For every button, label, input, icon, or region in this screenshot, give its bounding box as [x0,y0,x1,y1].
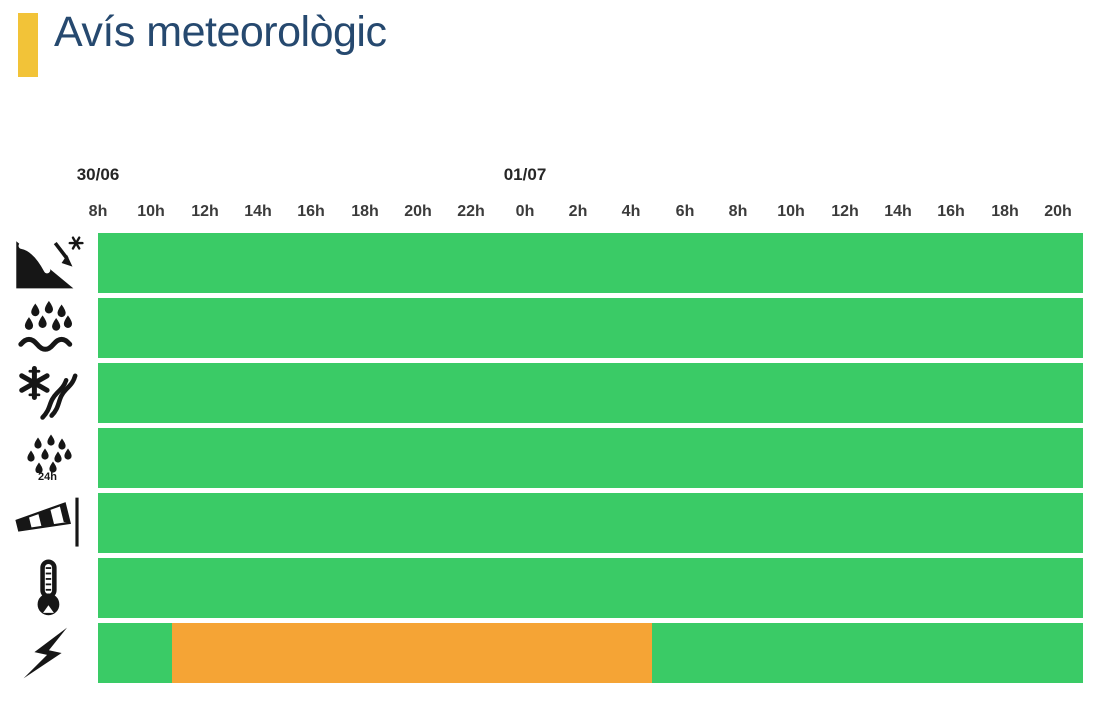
hour-tick: 14h [244,203,272,220]
hour-tick: 8h [88,203,108,220]
date-label-day2: 01/07 [503,165,547,184]
hazard-row-wind [0,493,1083,553]
hazard-row-avalanches [0,233,1083,293]
hour-tick: 0h [515,203,535,220]
hazard-row-thunderstorms [0,623,1083,683]
hazard-icon-cell [0,558,95,618]
hour-tick: 16h [297,203,325,220]
hazard-row-snow [0,363,1083,423]
track-thunderstorms [98,623,1083,683]
hour-tick: 22h [457,203,485,220]
hour-tick: 8h [728,203,748,220]
hour-tick: 16h [937,203,965,220]
track-wind [98,493,1083,553]
hour-tick: 2h [568,203,588,220]
hour-tick: 12h [831,203,859,220]
hour-tick: 10h [777,203,805,220]
hour-tick: 20h [1044,203,1072,220]
hazard-icon-cell [0,623,95,683]
page-title: Avís meteorològic [54,8,387,56]
hour-tick: 4h [621,203,641,220]
date-label-day1: 30/06 [76,165,120,184]
time-axis: 30/06 01/07 8h 10h 12h 14h 16h 18h 20h 2… [77,0,1083,233]
track-avalanches [98,233,1083,293]
rain-24h-icon [26,434,72,473]
avalanche-icon [15,236,84,289]
hazard-icon-cell [0,363,95,423]
hazard-row-intense-rain [0,298,1083,358]
thermometer-icon [37,559,59,616]
title-accent-bar [18,13,38,77]
heavy-rain-sea-icon [17,300,72,352]
hour-tick: 18h [991,203,1019,220]
hour-tick: 18h [351,203,379,220]
track-rain-24h [98,428,1083,488]
track-temperature [98,558,1083,618]
lightning-icon [23,627,67,679]
hazard-icon-cell [0,233,95,293]
track-snow [98,363,1083,423]
hazard-row-temperature [0,558,1083,618]
windsock-icon [14,497,79,547]
orange-warning-segment [171,623,652,683]
hour-tick: 6h [675,203,695,220]
snow-wind-icon [18,366,77,420]
rain-24h-icon-label: 24h [38,471,57,483]
hour-tick: 14h [884,203,912,220]
hour-tick: 20h [404,203,432,220]
hour-tick: 12h [191,203,219,220]
hazard-icon-cell [0,493,95,553]
hazard-icon-cell [0,298,95,358]
hazard-row-rain-24h: 24h [0,428,1083,488]
hour-tick: 10h [137,203,165,220]
track-intense-rain [98,298,1083,358]
hazard-icon-cell: 24h [0,428,95,488]
